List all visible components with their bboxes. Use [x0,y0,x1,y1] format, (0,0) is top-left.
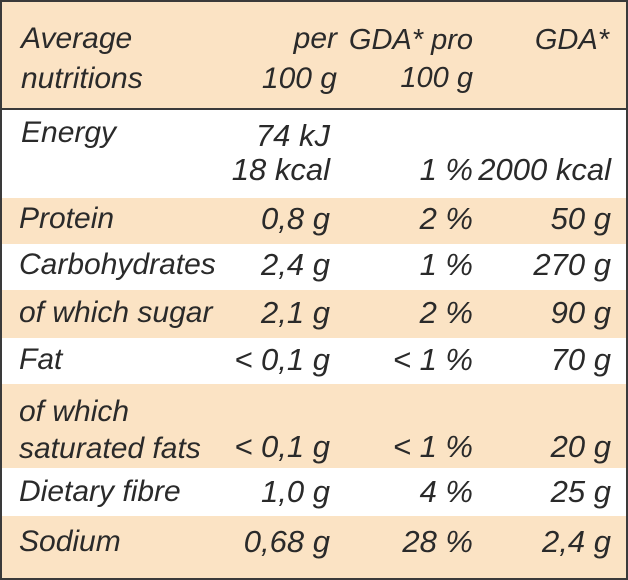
header-nutritions: nutritions [21,62,143,95]
fibre-gda: 25 g [550,474,611,509]
saturated-gda-pct: < 1 % [392,429,473,464]
sodium-gda-pct: 28 % [402,524,473,559]
row-sodium: Sodium 0,68 g 28 % 2,4 g [2,516,626,578]
row-dietary-fibre: Dietary fibre 1,0 g 4 % 25 g [2,468,626,516]
energy-gda-pct: 1 % [419,152,473,187]
carbohydrates-per100: 2,4 g [261,247,330,282]
energy-kcal: 18 kcal [231,152,330,187]
row-protein: Protein 0,8 g 2 % 50 g [2,198,626,244]
header-100g: 100 g [261,62,337,95]
header-per: per [293,22,337,55]
header-gda-100g: 100 g [400,62,473,94]
fat-per100: < 0,1 g [234,342,330,377]
fat-label: Fat [19,343,63,376]
sodium-gda: 2,4 g [542,524,611,559]
fibre-gda-pct: 4 % [419,474,473,509]
header-average: Average [21,22,133,55]
carbohydrates-gda-pct: 1 % [419,247,473,282]
sodium-per100: 0,68 g [243,524,330,559]
energy-gda: 2000 kcal [478,152,611,187]
energy-label: Energy [21,116,117,149]
header-gda-pro: GDA* pro [348,24,473,56]
fat-gda-pct: < 1 % [392,342,473,377]
protein-label: Protein [19,202,115,235]
fibre-per100: 1,0 g [261,474,330,509]
row-fat: Fat < 0,1 g < 1 % 70 g [2,338,626,384]
protein-gda-pct: 2 % [419,201,473,236]
saturated-label-line2: saturated fats [19,432,201,465]
protein-gda: 50 g [550,201,611,236]
header-row: Average nutritions per 100 g GDA* pro 10… [2,2,626,108]
carbohydrates-gda: 270 g [533,247,611,282]
sodium-label: Sodium [19,525,121,558]
sugar-gda-pct: 2 % [419,295,473,330]
row-energy: Energy 74 kJ 18 kcal 1 % 2000 kcal [2,108,626,198]
fibre-label: Dietary fibre [19,475,181,508]
protein-per100: 0,8 g [261,201,330,236]
sugar-label: of which sugar [19,296,213,329]
energy-kj: 74 kJ [255,118,330,153]
saturated-per100: < 0,1 g [234,429,330,464]
saturated-gda: 20 g [550,429,611,464]
fat-gda: 70 g [550,342,611,377]
sugar-per100: 2,1 g [261,295,330,330]
row-sugar: of which sugar 2,1 g 2 % 90 g [2,290,626,338]
header-gda: GDA* [534,24,609,56]
row-saturated-fats: of which saturated fats < 0,1 g < 1 % 20… [2,384,626,468]
saturated-label-line1: of which [19,395,130,428]
sugar-gda: 90 g [550,295,611,330]
row-carbohydrates: Carbohydrates 2,4 g 1 % 270 g [2,244,626,290]
carbohydrates-label: Carbohydrates [19,248,216,281]
